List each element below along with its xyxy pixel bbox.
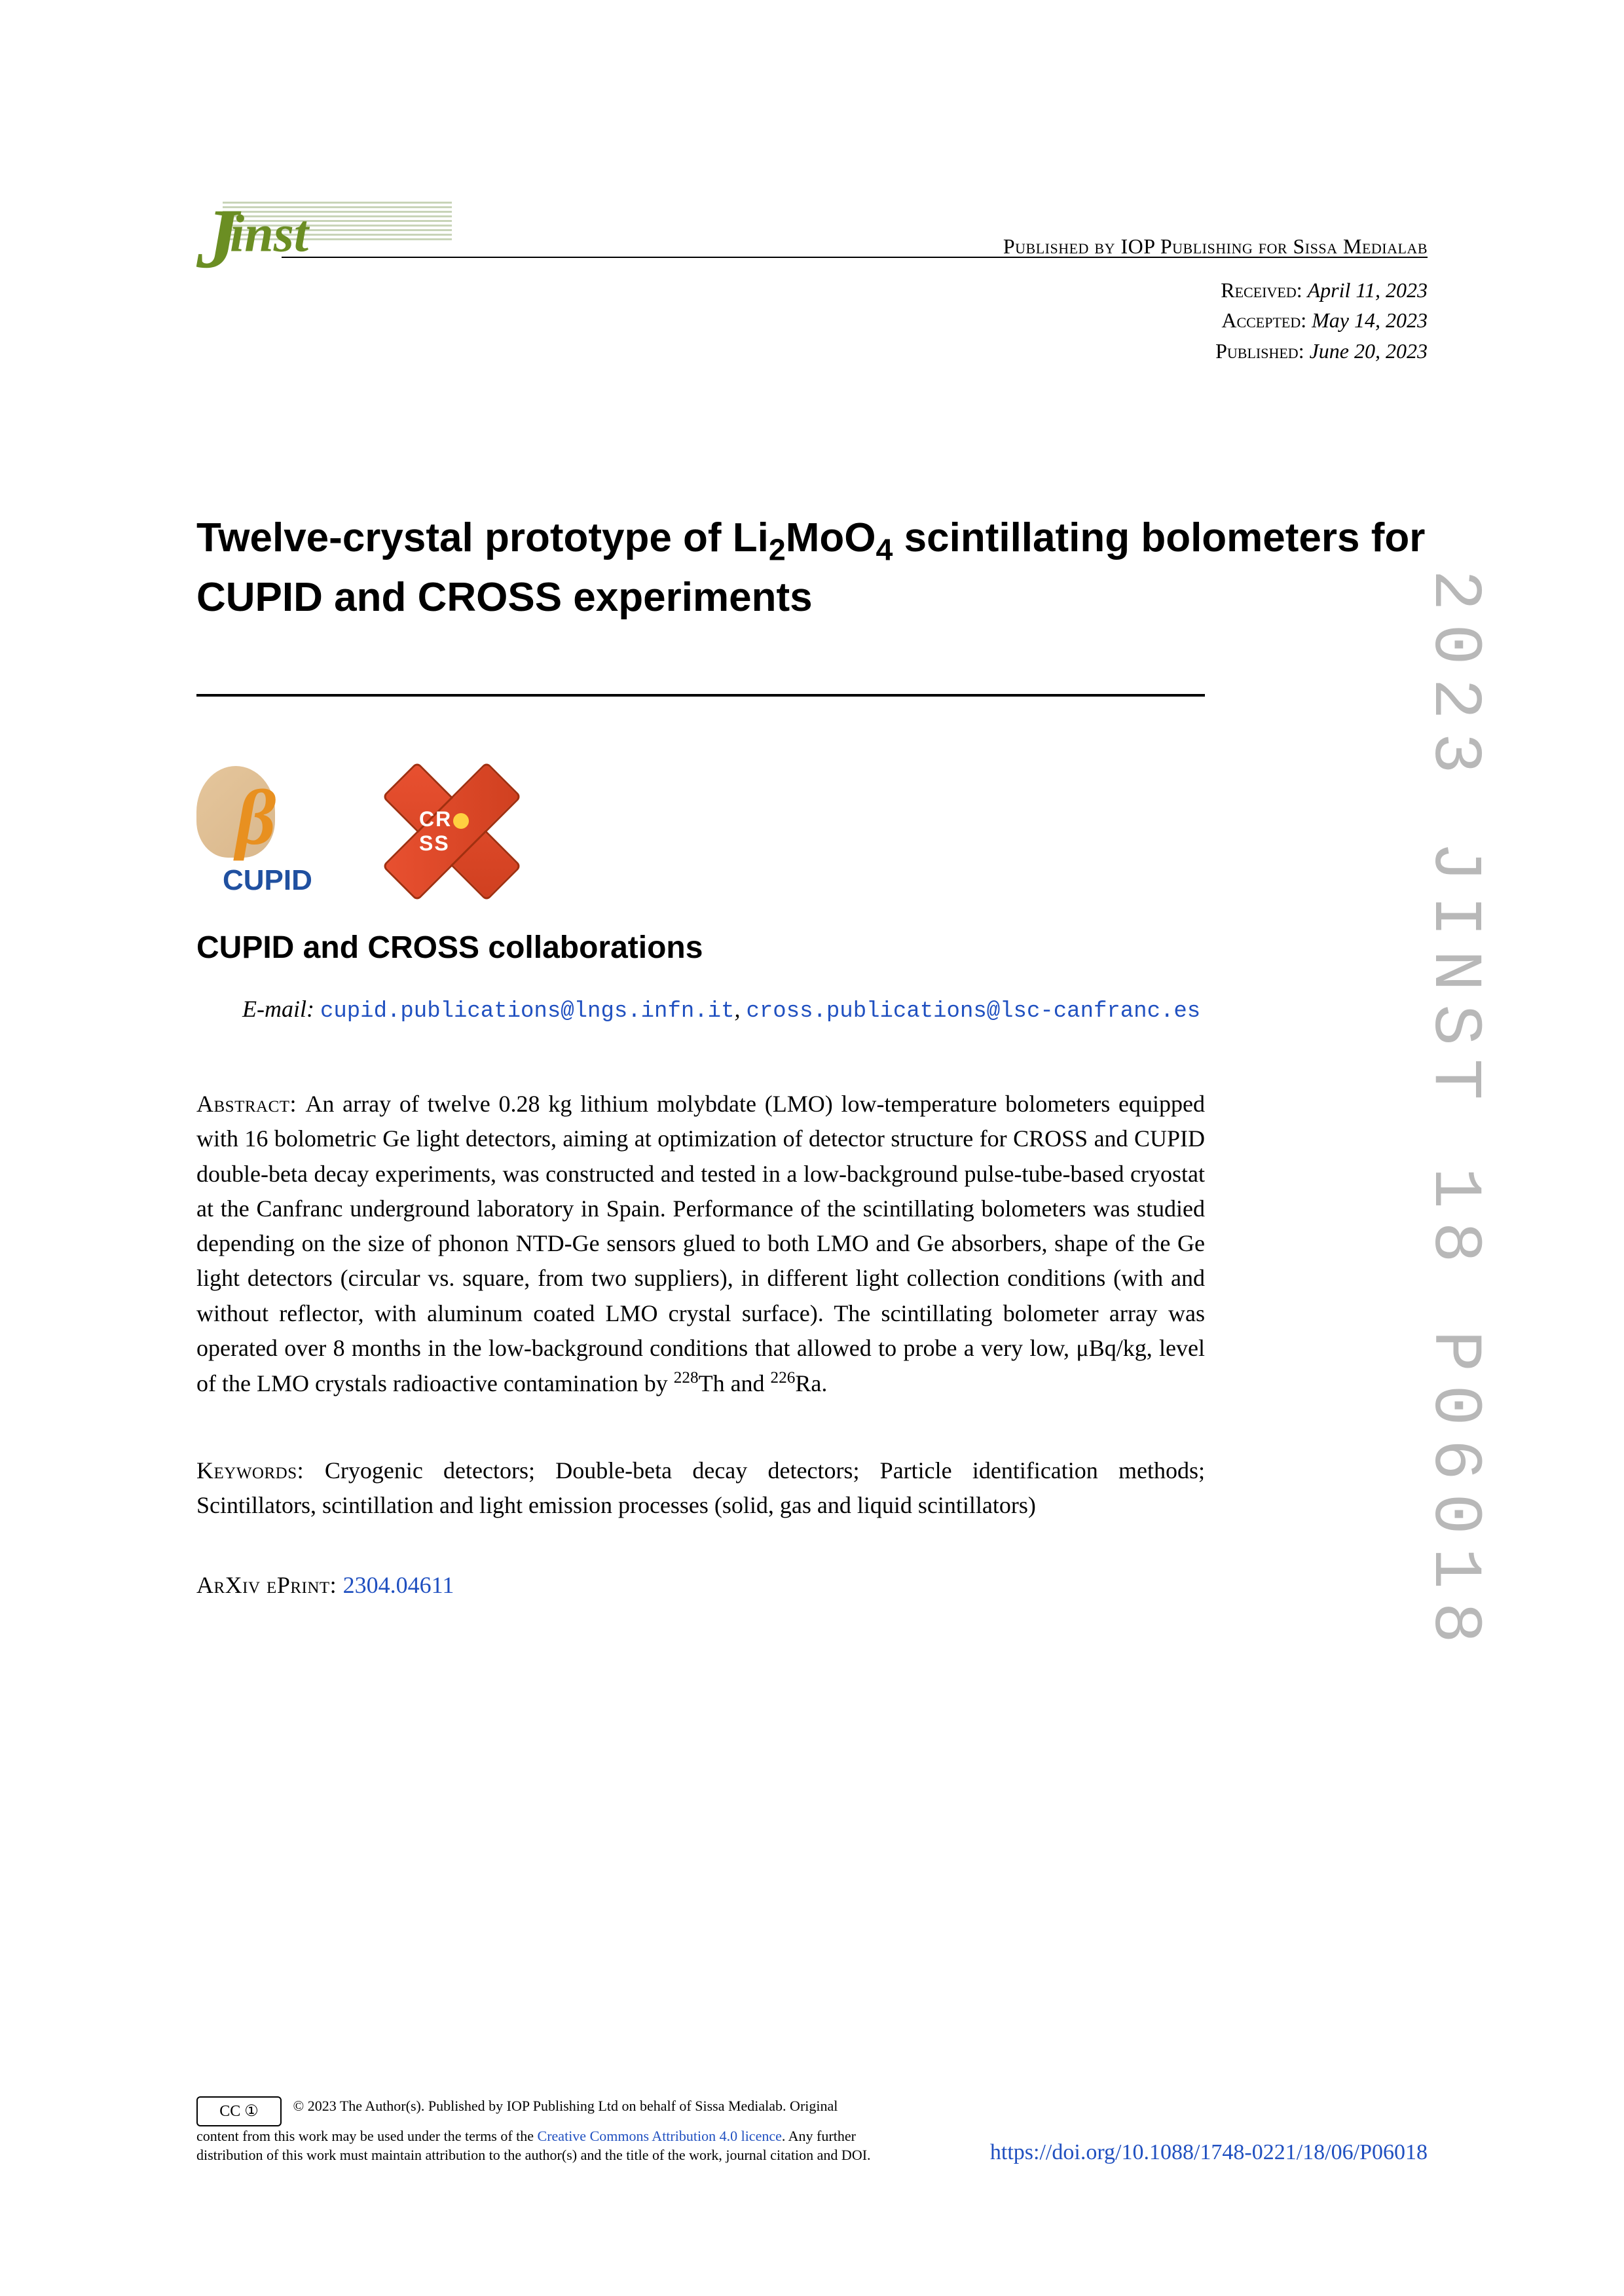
accepted-date: May 14, 2023 xyxy=(1312,308,1428,332)
published-label: Published: xyxy=(1215,339,1304,363)
cc-badge-icon: CC ① xyxy=(196,2096,282,2126)
publication-dates: Received: April 11, 2023 Accepted: May 1… xyxy=(1215,275,1428,366)
email-label: E-mail: xyxy=(242,996,320,1022)
email-link-1[interactable]: cupid.publications@lngs.infn.it xyxy=(320,999,735,1024)
cross-logo: CRSS xyxy=(386,766,517,897)
collaboration-heading: CUPID and CROSS collaborations xyxy=(196,930,703,966)
side-citation-banner: 2023 JINST 18 P06018 xyxy=(1415,570,1493,1656)
copyright-block: CC ① © 2023 The Author(s). Published by … xyxy=(196,2096,877,2165)
cupid-label: CUPID xyxy=(223,864,312,897)
cc-license-link[interactable]: Creative Commons Attribution 4.0 licence xyxy=(538,2128,782,2144)
arxiv-link[interactable]: 2304.04611 xyxy=(343,1572,454,1598)
received-label: Received: xyxy=(1221,278,1302,302)
email-sep: , xyxy=(734,996,746,1022)
cupid-logo: β CUPID xyxy=(196,766,367,897)
jinst-text: inst xyxy=(230,205,308,263)
keywords-block: Keywords: Cryogenic detectors; Double-be… xyxy=(196,1453,1205,1523)
title-rule xyxy=(196,694,1205,697)
cross-label: CRSS xyxy=(419,807,485,856)
cross-text-post: SS xyxy=(419,831,450,855)
keywords-text: Cryogenic detectors; Double-beta decay d… xyxy=(196,1457,1205,1518)
abstract-text: An array of twelve 0.28 kg lithium molyb… xyxy=(196,1091,1205,1396)
cross-o-icon xyxy=(453,813,469,829)
keywords-label: Keywords: xyxy=(196,1457,325,1484)
header-rule xyxy=(282,257,1428,258)
doi-link[interactable]: https://doi.org/10.1088/1748-0221/18/06/… xyxy=(990,2140,1428,2165)
accepted-line: Accepted: May 14, 2023 xyxy=(1215,305,1428,335)
published-line: Published: June 20, 2023 xyxy=(1215,336,1428,366)
email-line: E-mail: cupid.publications@lngs.infn.it,… xyxy=(242,995,1200,1024)
published-date: June 20, 2023 xyxy=(1310,339,1428,363)
abstract-block: Abstract: An array of twelve 0.28 kg lit… xyxy=(196,1087,1205,1401)
received-date: April 11, 2023 xyxy=(1308,278,1428,302)
publisher-line: Published by IOP Publishing for Sissa Me… xyxy=(1003,234,1428,259)
collaboration-logos: β CUPID CRSS xyxy=(196,766,517,897)
arxiv-block: ArXiv ePrint: 2304.04611 xyxy=(196,1571,454,1599)
jinst-logo: Jinst xyxy=(196,190,308,288)
cross-text-pre: CR xyxy=(419,807,452,831)
cupid-beta-icon: β xyxy=(236,773,276,863)
accepted-label: Accepted: xyxy=(1221,308,1306,332)
journal-logo: Jinst xyxy=(196,190,308,288)
paper-title: Twelve-crystal prototype of Li2MoO4 scin… xyxy=(196,511,1428,625)
email-link-2[interactable]: cross.publications@lsc-canfranc.es xyxy=(746,999,1200,1024)
received-line: Received: April 11, 2023 xyxy=(1215,275,1428,305)
abstract-label: Abstract: xyxy=(196,1091,305,1117)
arxiv-label: ArXiv ePrint: xyxy=(196,1572,343,1598)
footer: CC ① © 2023 The Author(s). Published by … xyxy=(196,2096,1428,2165)
paper-page: Jinst Published by IOP Publishing for Si… xyxy=(0,0,1624,2296)
